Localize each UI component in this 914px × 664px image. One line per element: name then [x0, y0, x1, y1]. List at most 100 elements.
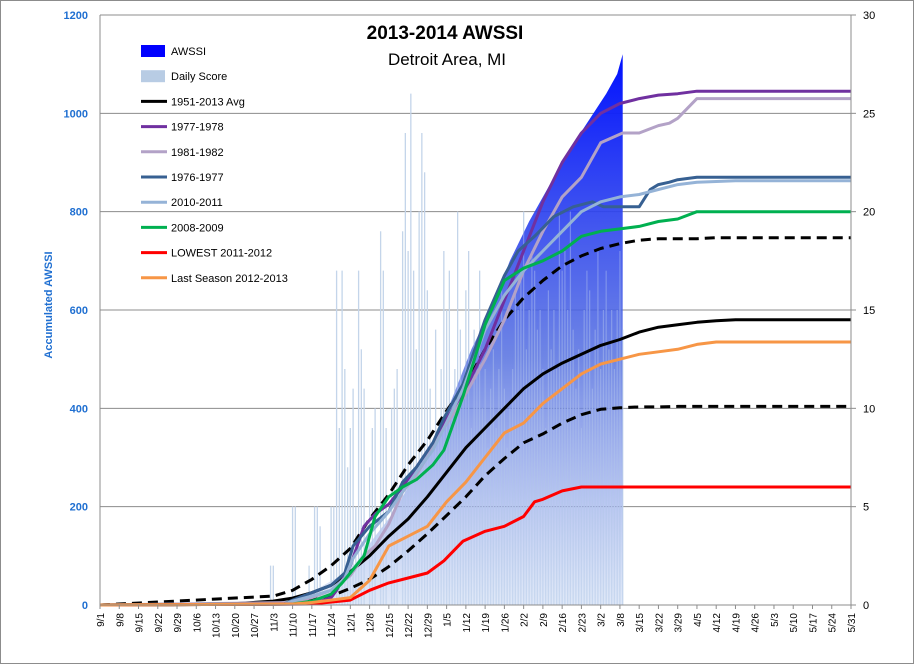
- daily-score-overlay: [346, 467, 349, 605]
- daily-score-overlay: [410, 93, 412, 606]
- daily-score-overlay: [622, 329, 624, 605]
- legend-swatch-awssi: [141, 45, 165, 57]
- daily-score-overlay: [423, 172, 426, 606]
- daily-score-bar: [308, 565, 310, 605]
- daily-score-overlay: [608, 349, 610, 605]
- daily-score-overlay: [558, 211, 561, 605]
- x-tick-label: 1/5: [443, 613, 454, 627]
- daily-score-overlay: [550, 349, 552, 605]
- x-tick-label: 9/1: [96, 613, 107, 627]
- x-tick-label: 3/8: [616, 613, 627, 627]
- daily-score-bar: [421, 133, 423, 605]
- daily-score-overlay: [330, 506, 332, 605]
- x-tick-label: 1/26: [500, 613, 511, 633]
- daily-score-overlay: [481, 408, 483, 605]
- daily-score-overlay: [294, 506, 296, 605]
- daily-score-overlay: [556, 369, 558, 605]
- daily-score-overlay: [470, 428, 472, 605]
- daily-score-overlay: [344, 369, 346, 605]
- x-tick-label: 10/13: [212, 613, 223, 638]
- x-tick-label: 11/3: [269, 613, 280, 632]
- x-tick-label: 11/24: [327, 613, 338, 638]
- x-tick-label: 5/3: [770, 613, 781, 627]
- daily-score-overlay: [396, 369, 398, 605]
- daily-score-overlay: [528, 310, 530, 605]
- daily-score-overlay: [525, 349, 528, 605]
- daily-score-overlay: [415, 349, 417, 605]
- daily-score-overlay: [586, 270, 588, 605]
- legend-swatch-daily: [141, 70, 165, 83]
- daily-score-overlay: [379, 231, 382, 606]
- daily-score-overlay: [338, 428, 340, 605]
- daily-score-overlay: [594, 329, 596, 605]
- x-tick-label: 5/10: [789, 613, 800, 633]
- legend-label: Last Season 2012-2013: [171, 273, 288, 285]
- daily-score-bar: [363, 388, 365, 605]
- daily-score-overlay: [611, 310, 613, 605]
- legend-label: 1977-1978: [171, 122, 224, 134]
- daily-score-overlay: [451, 408, 453, 605]
- x-tick-label: 1/19: [481, 613, 492, 633]
- x-tick-label: 11/17: [308, 613, 319, 638]
- y-tick-label: 400: [70, 403, 88, 415]
- daily-score-bar: [291, 506, 294, 605]
- daily-score-overlay: [316, 506, 318, 605]
- x-tick-label: 12/1: [346, 613, 357, 633]
- daily-score-overlay: [429, 388, 431, 605]
- legend-label: 2010-2011: [171, 197, 223, 209]
- y-axis-label: Accumulated AWSSI: [43, 251, 55, 358]
- daily-score-overlay: [523, 211, 525, 605]
- daily-score-bar: [294, 506, 296, 605]
- legend-label: 1951-2013 Avg: [171, 96, 245, 108]
- daily-score-bar: [335, 270, 338, 605]
- daily-score-bar: [407, 251, 409, 605]
- daily-score-overlay: [564, 251, 566, 605]
- x-tick-label: 2/23: [577, 613, 588, 633]
- daily-score-overlay: [432, 447, 434, 605]
- daily-score-overlay: [335, 270, 338, 605]
- daily-score-bar: [360, 349, 362, 605]
- daily-score-bar: [349, 428, 351, 605]
- daily-score-overlay: [319, 526, 321, 605]
- daily-score-overlay: [462, 388, 464, 605]
- daily-score-bar: [410, 93, 412, 606]
- daily-score-overlay: [520, 270, 522, 605]
- daily-score-overlay: [484, 369, 486, 605]
- daily-score-overlay: [580, 428, 583, 605]
- daily-score-overlay: [459, 329, 461, 605]
- daily-score-bar: [423, 172, 426, 606]
- daily-score-overlay: [437, 428, 439, 605]
- daily-score-bar: [344, 369, 346, 605]
- daily-score-bar: [313, 506, 316, 605]
- x-tick-label: 12/15: [385, 613, 396, 638]
- daily-score-bar: [357, 270, 360, 605]
- daily-score-bar: [330, 506, 332, 605]
- y2-tick-label: 0: [863, 600, 869, 612]
- x-tick-label: 12/8: [366, 613, 377, 633]
- daily-score-overlay: [487, 447, 489, 605]
- daily-score-overlay: [597, 251, 599, 605]
- daily-score-overlay: [349, 428, 351, 605]
- y-tick-label: 200: [70, 502, 88, 514]
- daily-score-overlay: [479, 270, 481, 605]
- legend-label: 2008-2009: [171, 222, 224, 234]
- x-tick-label: 5/17: [809, 613, 820, 633]
- y-tick-label: 800: [70, 207, 88, 219]
- x-tick-label: 3/29: [674, 613, 685, 633]
- daily-score-overlay: [572, 329, 574, 605]
- daily-score-bar: [418, 211, 420, 605]
- series-line-y2008: [99, 210, 851, 607]
- daily-score-bar: [272, 565, 274, 605]
- series-line-y1977: [99, 89, 851, 607]
- daily-score-overlay: [468, 251, 470, 605]
- daily-score-overlay: [440, 369, 442, 605]
- daily-score-overlay: [619, 251, 621, 605]
- daily-score-overlay: [374, 408, 376, 605]
- legend-label: LOWEST 2011-2012: [171, 248, 272, 260]
- daily-score-overlay: [498, 369, 500, 605]
- x-tick-label: 10/6: [192, 613, 203, 633]
- daily-score-overlay: [605, 270, 607, 605]
- x-tick-label: 9/15: [135, 613, 146, 633]
- legend-label: 1981-1982: [171, 147, 224, 159]
- x-tick-label: 3/15: [635, 613, 646, 633]
